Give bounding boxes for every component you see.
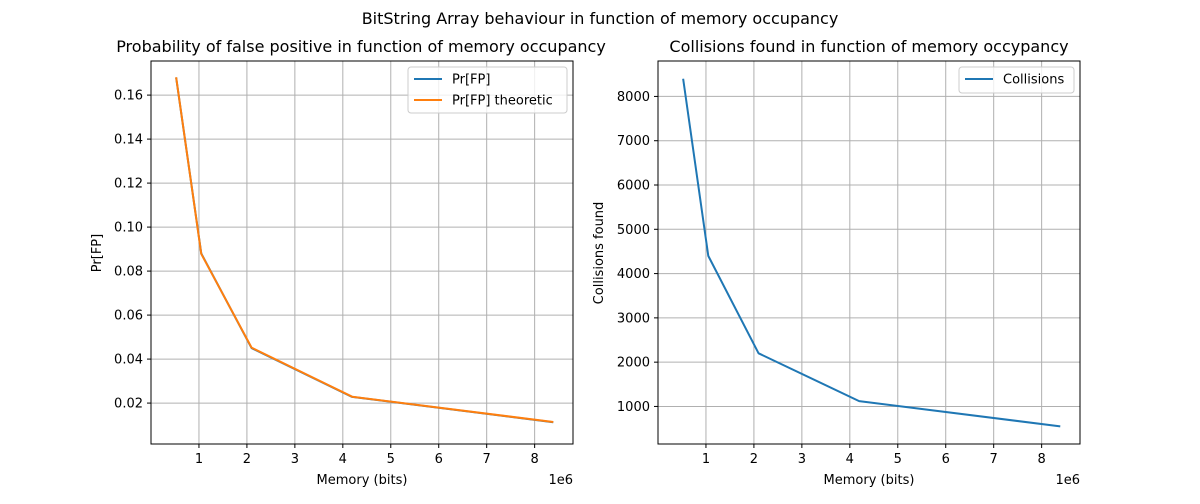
fp-y-tick-label: 0.12 [114,177,143,192]
collisions-x-tick-label: 3 [798,452,806,467]
fp-chart-x-ticks: 1 2 3 4 5 6 7 8 [195,444,539,467]
collisions-x-tick-label: 1 [702,452,710,467]
collisions-chart-x-offset-label: 1e6 [1055,473,1080,488]
collisions-legend-label: Collisions [1003,73,1064,88]
fp-x-tick-label: 2 [243,452,251,467]
fp-y-tick-label: 0.10 [114,221,143,236]
collisions-x-tick-label: 4 [846,452,854,467]
collisions-y-tick-label: 4000 [617,267,650,282]
collisions-x-tick-label: 2 [750,452,758,467]
collisions-chart-lines [682,78,1061,428]
collisions-y-tick-label: 6000 [617,179,650,194]
collisions-chart-frame [657,60,1081,445]
collisions-chart-legend: Collisions [958,66,1075,94]
collisions-x-tick-label: 6 [942,452,950,467]
collisions-y-tick-label: 3000 [617,311,650,326]
collisions-chart-title: Collisions found in function of memory o… [669,37,1068,56]
fp-x-tick-label: 3 [291,452,299,467]
figure-suptitle: BitString Array behaviour in function of… [362,9,839,28]
collisions-x-tick-label: 7 [990,452,998,467]
fp-legend-label-theoretic: Pr[FP] theoretic [452,94,553,109]
fp-y-tick-label: 0.16 [114,89,143,104]
fp-x-tick-label: 8 [530,452,538,467]
collisions-x-tick-label: 5 [894,452,902,467]
collisions-y-tick-label: 2000 [617,356,650,371]
collisions-chart-x-ticks: 1 2 3 4 5 6 7 8 [702,444,1046,467]
collisions-legend-box [958,66,1075,94]
fp-legend-box [407,66,568,114]
fp-series-line-1 [175,77,554,423]
collisions-y-tick-label: 1000 [617,400,650,415]
collisions-chart-y-axis-label: Collisions found [592,202,607,305]
fp-chart-x-offset-label: 1e6 [548,473,573,488]
fp-x-tick-label: 1 [195,452,203,467]
fp-chart-legend: Pr[FP] Pr[FP] theoretic [407,66,568,114]
collisions-chart-y-ticks: 1000 2000 3000 4000 5000 6000 7000 8000 [617,90,658,415]
fp-probability-chart: Probability of false positive in functio… [90,37,606,488]
collisions-y-tick-label: 5000 [617,223,650,238]
fp-y-tick-label: 0.02 [114,397,143,412]
collisions-chart-x-axis-label: Memory (bits) [824,473,915,488]
fp-chart-y-axis-label: Pr[FP] [90,234,105,272]
fp-chart-grid [151,61,573,444]
fp-legend-label-measured: Pr[FP] [452,73,490,88]
collisions-x-tick-label: 8 [1037,452,1045,467]
fp-chart-title: Probability of false positive in functio… [116,37,606,56]
fp-chart-x-axis-label: Memory (bits) [317,473,408,488]
fp-x-tick-label: 7 [483,452,491,467]
fp-x-tick-label: 5 [387,452,395,467]
fp-y-tick-label: 0.08 [114,265,143,280]
fp-x-tick-label: 6 [435,452,443,467]
fp-series-line-0 [175,77,554,424]
collisions-y-tick-label: 7000 [617,134,650,149]
fp-x-tick-label: 4 [339,452,347,467]
fp-chart-y-ticks: 0.02 0.04 0.06 0.08 0.10 0.12 0.14 0.16 [114,89,151,412]
fp-y-tick-label: 0.14 [114,133,143,148]
fp-chart-frame [150,60,574,445]
collisions-y-tick-label: 8000 [617,90,650,105]
collisions-series-line-0 [682,78,1061,428]
collisions-chart: Collisions found in function of memory o… [592,37,1081,488]
collisions-chart-grid [658,61,1080,444]
fp-y-tick-label: 0.04 [114,353,143,368]
fp-chart-lines [175,77,554,424]
fp-y-tick-label: 0.06 [114,309,143,324]
